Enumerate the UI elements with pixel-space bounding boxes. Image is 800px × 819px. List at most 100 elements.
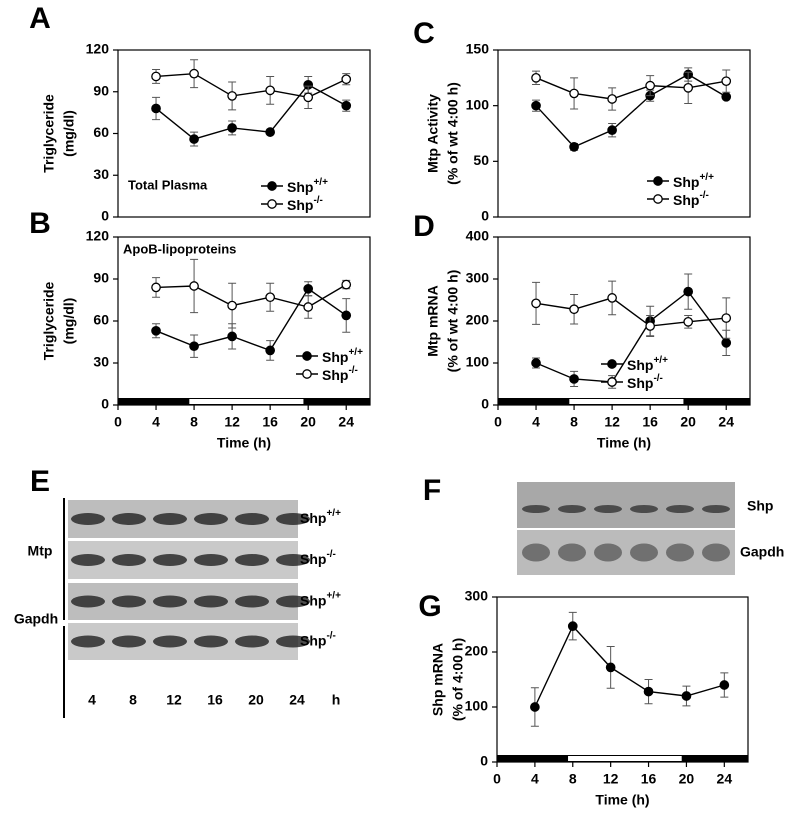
group-label: Gapdh — [14, 611, 58, 627]
annotation: ApoB-lipoproteins — [123, 241, 236, 256]
panel-letter: C — [413, 17, 435, 50]
series-line — [155, 287, 347, 352]
blot-band — [153, 554, 187, 566]
y-tick-label: 0 — [101, 396, 109, 412]
plot-frame — [117, 236, 371, 406]
blot-band — [194, 513, 228, 525]
y-tick-label: 200 — [466, 312, 490, 328]
blot-band — [276, 513, 310, 525]
data-point — [265, 292, 276, 303]
data-point — [341, 279, 352, 290]
y-tick-label: 150 — [466, 41, 490, 57]
x-tick-label: 20 — [300, 414, 316, 430]
x-axis-label: Time (h) — [597, 435, 651, 451]
blot-strip — [517, 482, 735, 528]
legend-label: Shp-/- — [673, 190, 709, 208]
y-tick-label: 30 — [93, 354, 109, 370]
data-point — [607, 125, 617, 136]
y-axis-label: (% of wt 4:00 h) — [445, 82, 461, 185]
data-point — [683, 316, 694, 327]
y-axis-label: Mtp mRNA — [425, 285, 441, 357]
x-tick-label: 8 — [569, 771, 577, 787]
lane-unit: h — [332, 692, 341, 708]
blot-band — [630, 505, 658, 513]
legend-label: Shp+/+ — [627, 355, 668, 373]
blot-band — [558, 543, 586, 562]
data-point — [531, 100, 541, 111]
blot-band — [235, 513, 269, 525]
lane-label: 24 — [289, 692, 305, 708]
data-point — [645, 80, 656, 91]
legend-marker — [267, 181, 277, 191]
blot-band — [235, 554, 269, 566]
y-tick-label: 90 — [93, 82, 109, 98]
y-tick-label: 30 — [93, 166, 109, 182]
y-tick-label: 0 — [481, 208, 489, 224]
x-tick-label: 20 — [679, 771, 695, 787]
y-tick-label: 60 — [93, 312, 109, 328]
legend-marker — [607, 377, 617, 387]
data-point — [721, 313, 732, 323]
data-point — [569, 374, 579, 384]
panel-letter: E — [30, 465, 50, 498]
blot-band — [522, 505, 550, 513]
blot-strip — [517, 530, 735, 575]
y-tick-label: 90 — [93, 270, 109, 286]
blot-band — [112, 554, 146, 566]
data-point — [607, 94, 617, 104]
legend-marker — [302, 351, 312, 361]
data-point — [341, 310, 352, 321]
data-point — [607, 293, 617, 303]
row-label: Shp-/- — [300, 549, 336, 567]
series-line — [535, 73, 727, 148]
data-point — [681, 691, 692, 701]
blot-band — [558, 505, 586, 513]
x-tick-label: 4 — [532, 414, 540, 430]
blot-band — [276, 595, 310, 608]
series-line — [535, 290, 727, 383]
data-point — [189, 341, 199, 352]
legend-label: Shp+/+ — [287, 177, 328, 195]
y-axis-label: Triglyceride — [41, 94, 57, 173]
blot-band — [194, 635, 228, 648]
plot-frame — [497, 49, 751, 218]
row-label: Shp-/- — [300, 630, 336, 648]
blot-band — [112, 595, 146, 608]
group-label: Mtp — [28, 543, 53, 559]
blot-band — [112, 513, 146, 525]
panel-letter: F — [423, 474, 441, 507]
data-point — [645, 321, 656, 331]
blot-band — [194, 554, 228, 566]
lane-label: 12 — [166, 692, 182, 708]
lane-label: 20 — [248, 692, 264, 708]
blot-band — [594, 505, 622, 513]
data-point — [569, 142, 579, 152]
data-point — [721, 337, 732, 348]
y-tick-label: 0 — [480, 753, 488, 769]
series-line — [535, 297, 727, 327]
row-label: Gapdh — [740, 544, 784, 560]
x-tick-label: 16 — [642, 414, 658, 430]
data-point — [719, 680, 730, 690]
series-line — [535, 77, 727, 100]
y-tick-label: 0 — [481, 396, 489, 412]
annotation: Total Plasma — [128, 177, 208, 192]
data-point — [151, 282, 161, 293]
data-point — [683, 286, 694, 297]
blot-band — [594, 543, 622, 562]
y-axis-label: (mg/dl) — [61, 110, 77, 157]
panel-letter: A — [29, 2, 51, 35]
data-point — [531, 72, 541, 83]
data-point — [189, 281, 199, 291]
data-point — [303, 302, 314, 312]
blot-band — [71, 635, 105, 648]
series-line — [155, 72, 347, 99]
x-tick-label: 0 — [494, 414, 502, 430]
blot-band — [630, 543, 658, 562]
y-tick-label: 0 — [101, 208, 109, 224]
data-point — [341, 100, 352, 111]
x-tick-label: 12 — [603, 771, 619, 787]
x-tick-label: 20 — [680, 414, 696, 430]
blot-band — [153, 595, 187, 608]
panel-letter: B — [29, 207, 51, 240]
